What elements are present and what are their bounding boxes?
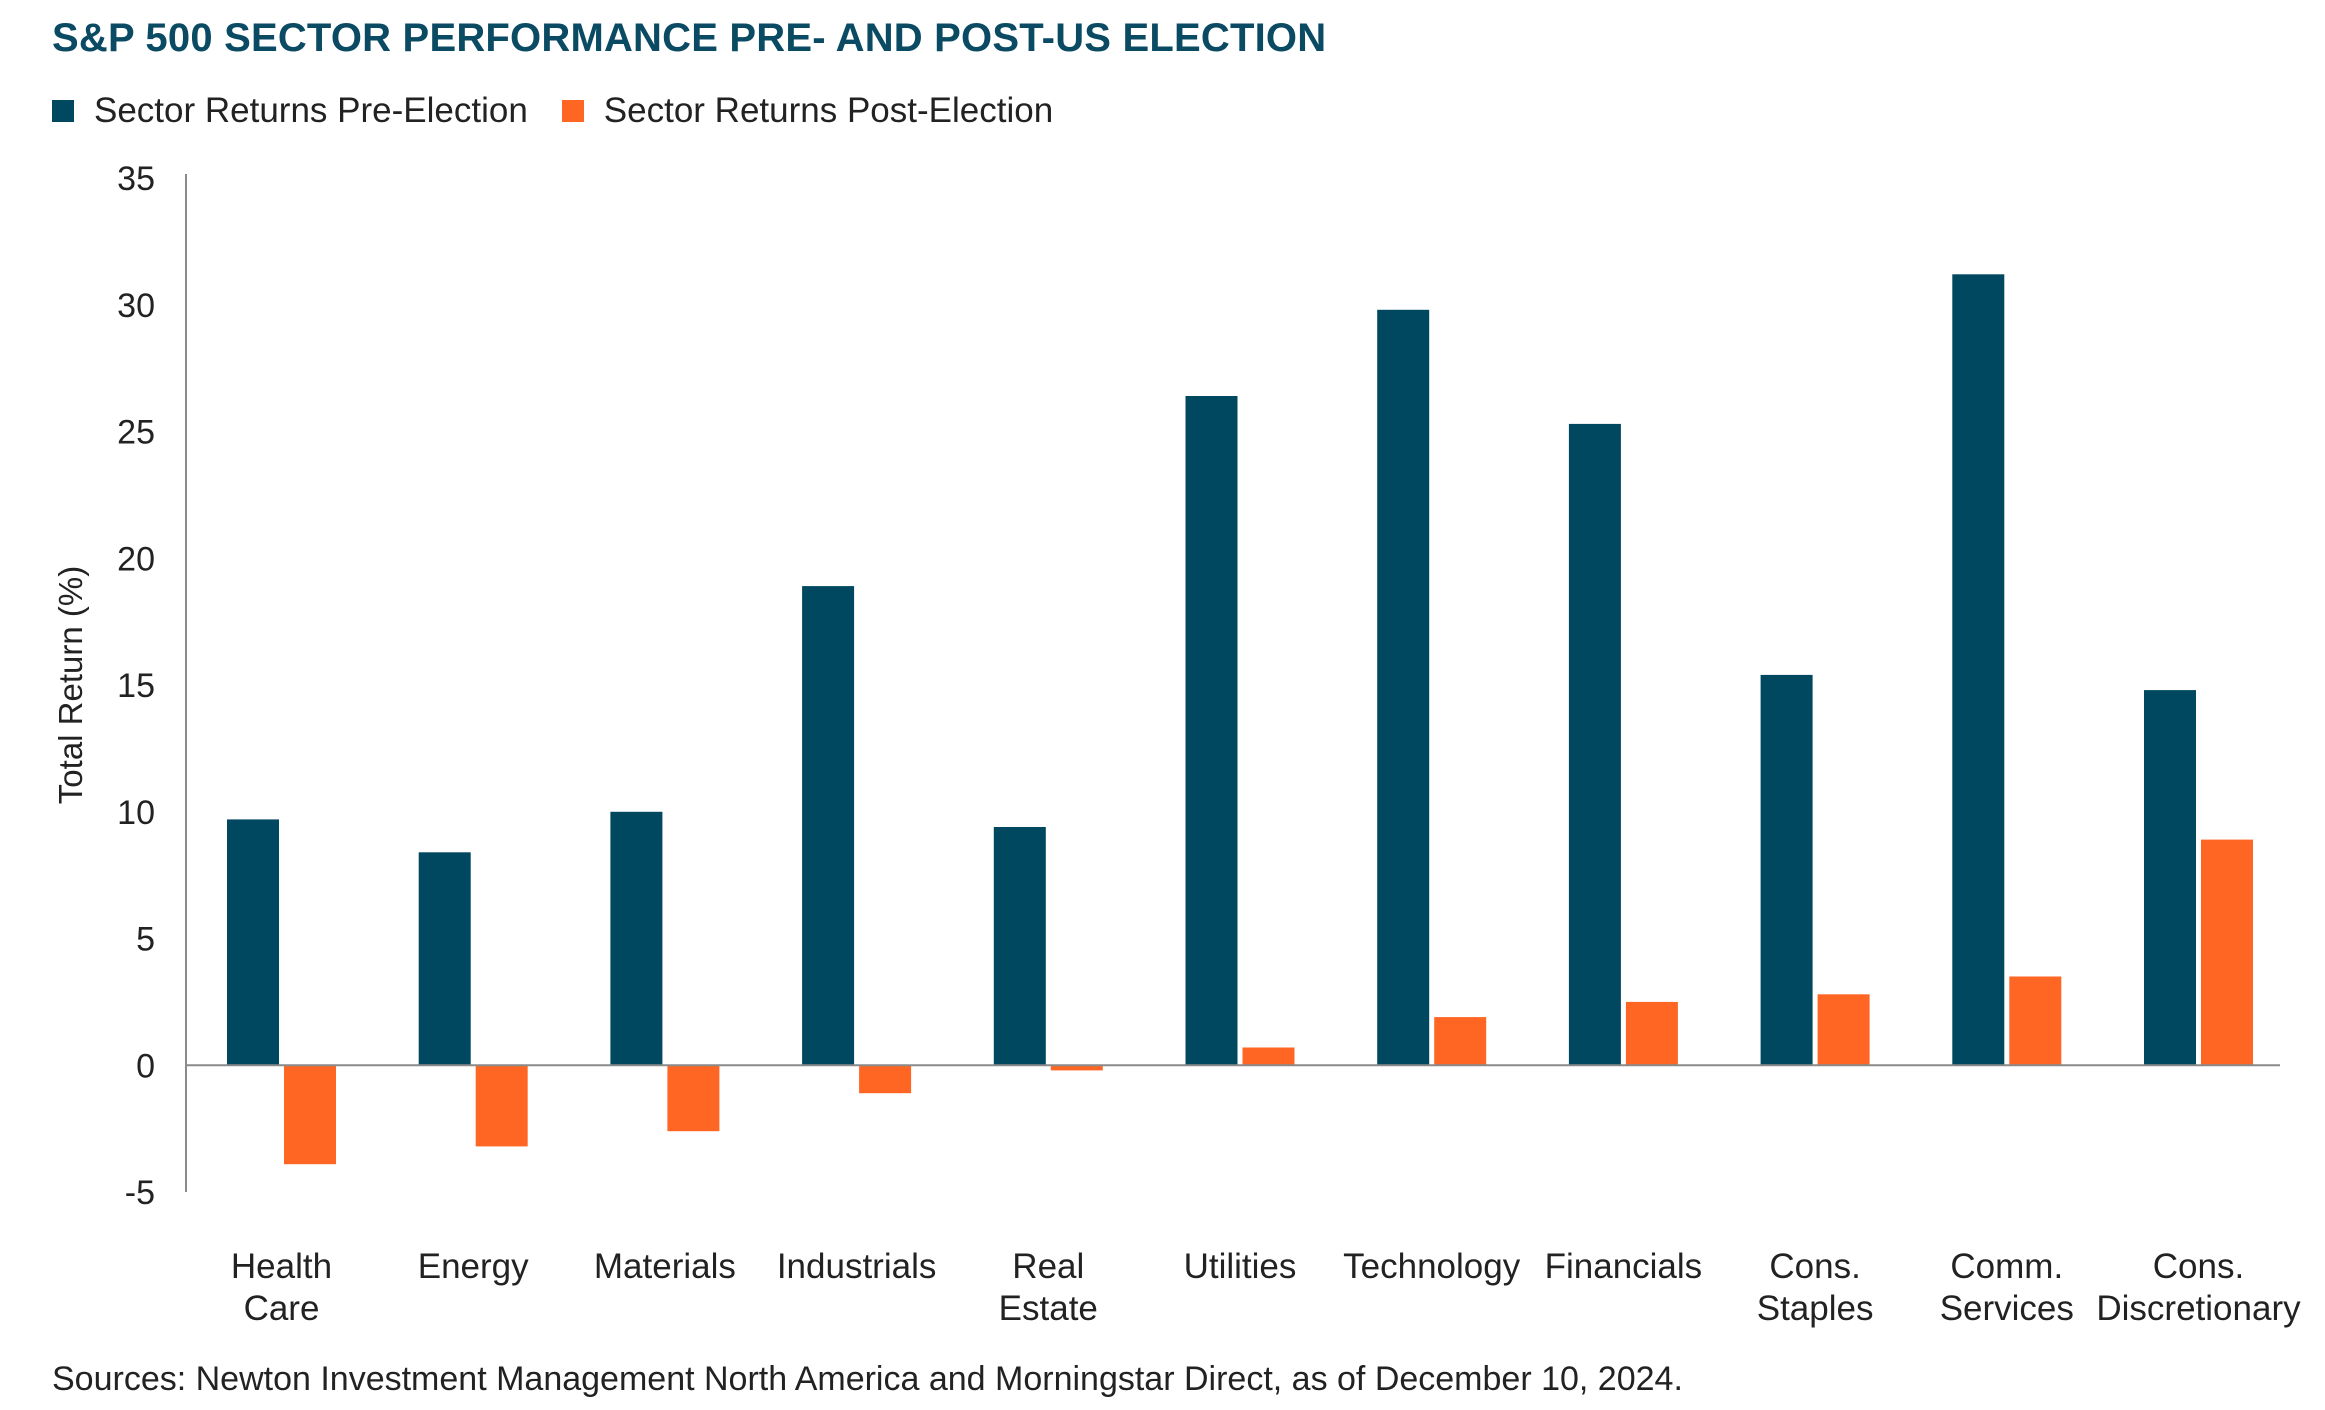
x-category-label: Comm. Services <box>1940 1247 2074 1328</box>
bar-post-election <box>2201 839 2253 1066</box>
bars <box>227 274 2253 1165</box>
source-note: Sources: Newton Investment Management No… <box>52 1360 1683 1398</box>
bar-pre-election <box>1760 674 1813 1066</box>
y-axis-tick-labels: 35 30 25 20 15 10 5 0 -5 <box>117 160 155 1212</box>
chart-title: S&P 500 SECTOR PERFORMANCE PRE- AND POST… <box>52 16 1327 60</box>
bar-post-election <box>1242 1047 1295 1066</box>
y-tick-label: -5 <box>125 1174 155 1212</box>
x-category-label: Energy <box>418 1247 529 1286</box>
x-category-label: Utilities <box>1184 1247 1297 1286</box>
x-category-label: Real Estate <box>999 1247 1098 1328</box>
bar-pre-election <box>1952 274 2005 1066</box>
x-category-label: Financials <box>1545 1247 1703 1286</box>
legend-swatch-post-election <box>561 100 584 122</box>
y-tick-label: 5 <box>136 921 155 959</box>
y-tick-label: 20 <box>117 540 155 578</box>
y-axis-title: Total Return (%) <box>52 566 89 804</box>
y-tick-label: 25 <box>117 414 155 452</box>
legend: Sector Returns Pre-Election Sector Retur… <box>52 86 1087 136</box>
y-tick-label: 35 <box>117 160 155 198</box>
bar-pre-election <box>2144 690 2196 1066</box>
bar-post-election <box>284 1065 336 1165</box>
bar-post-election <box>859 1065 912 1094</box>
bar-post-election <box>1817 994 1870 1066</box>
bar-pre-election <box>993 827 1046 1066</box>
y-tick-label: 0 <box>136 1047 155 1085</box>
legend-item-pre-election: Sector Returns Pre-Election <box>52 91 528 131</box>
bar-post-election <box>1625 1001 1678 1066</box>
y-tick-label: 10 <box>117 794 155 832</box>
x-category-label: Cons. Staples <box>1757 1247 1874 1328</box>
legend-item-post-election: Sector Returns Post-Election <box>561 91 1054 131</box>
legend-label-post-election: Sector Returns Post-Election <box>603 91 1054 130</box>
bar-post-election <box>1050 1065 1103 1071</box>
bar-pre-election <box>1568 423 1621 1066</box>
x-category-label: Industrials <box>777 1247 937 1286</box>
legend-label-pre-election: Sector Returns Pre-Election <box>94 91 528 130</box>
bar-post-election <box>475 1065 528 1147</box>
bar-pre-election <box>610 811 663 1066</box>
bar-post-election <box>2009 976 2062 1066</box>
bar-pre-election <box>418 852 471 1066</box>
bar-post-election <box>1434 1017 1487 1066</box>
x-category-label: Materials <box>594 1247 736 1286</box>
bar-pre-election <box>227 819 279 1066</box>
legend-swatch-pre-election <box>52 100 74 122</box>
bar-pre-election <box>1377 309 1430 1066</box>
y-tick-label: 30 <box>117 287 155 325</box>
x-category-label: Technology <box>1343 1247 1521 1286</box>
bar-chart: 35 30 25 20 15 10 5 0 -5 Health Care Energy Materia… <box>52 160 2301 1328</box>
x-category-label: Health Care <box>231 1247 332 1328</box>
bar-pre-election <box>802 586 855 1066</box>
x-axis-category-labels: Health Care Energy Materials Industrials Real… <box>231 1247 2301 1328</box>
y-tick-label: 15 <box>117 667 155 705</box>
x-category-label: Cons. Discretionary <box>2096 1247 2301 1328</box>
bar-pre-election <box>1185 396 1238 1066</box>
bar-post-election <box>667 1065 720 1132</box>
